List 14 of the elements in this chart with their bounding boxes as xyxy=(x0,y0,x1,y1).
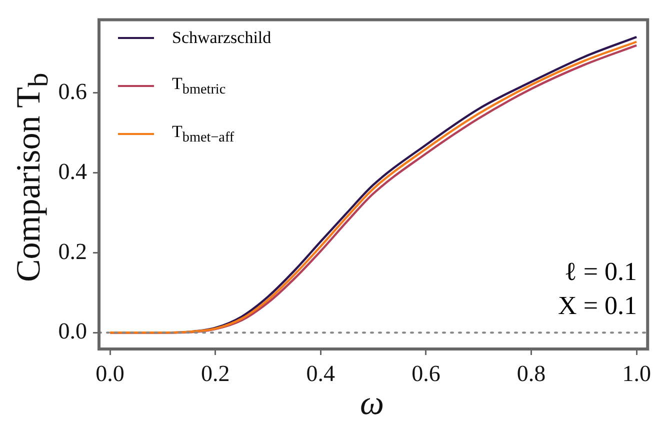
x-axis-title: ω xyxy=(360,385,384,423)
x-tick-label: 0.6 xyxy=(412,360,440,386)
y-tick-label: 0.6 xyxy=(58,78,87,104)
x-tick-label: 0.0 xyxy=(96,360,124,386)
y-tick-label: 0.4 xyxy=(58,158,88,184)
x-tick-label: 0.4 xyxy=(306,360,336,386)
x-tick-label: 0.8 xyxy=(516,360,546,386)
y-tick-label: 0.2 xyxy=(58,238,87,264)
annotation: ℓ = 0.1 xyxy=(563,256,637,288)
legend-label: Schwarzschild xyxy=(172,28,272,48)
y-tick-label: 0.0 xyxy=(58,318,87,344)
x-tick-label: 0.2 xyxy=(200,360,230,386)
annotation: X = 0.1 xyxy=(558,290,637,322)
x-tick-label: 1.0 xyxy=(622,360,651,386)
